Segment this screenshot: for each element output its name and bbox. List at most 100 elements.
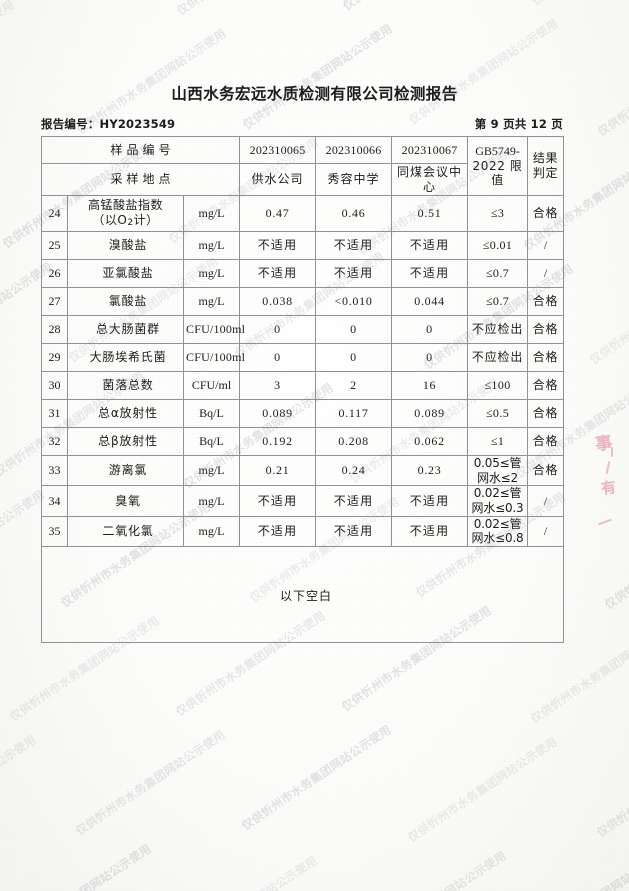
parameter-name: 大肠埃希氏菌	[67, 343, 184, 372]
standard-limit-value: ≤0.5	[467, 399, 529, 428]
sample-value: 不适用	[239, 485, 317, 517]
header-standard-line1: GB5749-	[475, 144, 520, 159]
unit: mg/L	[182, 195, 241, 232]
row-index: 25	[41, 231, 68, 260]
unit: mg/L	[182, 259, 241, 288]
unit: CFU/ml	[182, 371, 241, 400]
table-row: 28 总大肠菌群 CFU/100ml 0 0 0 不应检出 合格	[41, 315, 565, 344]
standard-limit-value: ≤0.01	[467, 231, 529, 260]
table-head: 样品编号 202310065 202310066 202310067 GB574…	[40, 136, 565, 196]
standard-limit-value: 不应检出	[467, 315, 529, 344]
standard-limit-value: ≤3	[467, 195, 529, 232]
verdict-value: /	[527, 259, 565, 288]
sample-value: 不适用	[239, 515, 317, 547]
header-sample-code-2: 202310066	[315, 136, 393, 164]
sample-value: 2	[315, 371, 393, 400]
standard-limit-value: 0.02≤管网水≤0.3	[467, 485, 529, 517]
unit: mg/L	[182, 287, 241, 316]
page-title: 山西水务宏远水质检测有限公司检测报告	[171, 85, 458, 103]
row-index: 28	[41, 315, 68, 344]
sample-value: 0.117	[315, 399, 393, 428]
parameter-name: 高锰酸盐指数 （以O2计）	[67, 195, 184, 232]
sample-value: 不适用	[239, 259, 317, 288]
sample-value: 0	[315, 343, 393, 372]
verdict-value: 合格	[527, 287, 565, 316]
table-row: 24 高锰酸盐指数 （以O2计） mg/L 0.47 0.46 0.51 ≤3 合格	[41, 195, 565, 232]
header-sample-site-3: 同煤会议中心	[391, 163, 469, 196]
table-row: 25 溴酸盐 mg/L 不适用 不适用 不适用 ≤0.01/	[41, 231, 565, 260]
sample-value: 0.24	[315, 454, 393, 487]
water-quality-results-table: 样品编号 202310065 202310066 202310067 GB574…	[40, 136, 565, 643]
sample-value: 3	[239, 371, 317, 400]
verdict-value: /	[527, 515, 565, 547]
table-header-row-sampling-site: 采样地点 供水公司 秀容中学 同煤会议中心	[40, 163, 564, 196]
verdict-value: 合格	[527, 427, 565, 456]
blank-note: 以下空白	[40, 545, 565, 643]
verdict-value: 合格	[527, 315, 565, 344]
unit: Bq/L	[182, 427, 241, 456]
sample-value: 不适用	[315, 515, 393, 547]
unit: mg/L	[182, 231, 241, 260]
standard-limit-value: 0.02≤管网水≤0.8	[467, 515, 529, 547]
table-row: 33 游离氯 mg/L 0.21 0.24 0.23 0.05≤管网水≤2 合格	[41, 454, 565, 487]
verdict-value: 合格	[527, 343, 565, 372]
sample-value: 0.47	[239, 195, 317, 232]
parameter-name: 总β放射性	[67, 427, 184, 456]
header-sampling-site-label: 采样地点	[40, 163, 241, 196]
row-index: 29	[41, 343, 68, 372]
row-index: 33	[41, 454, 68, 487]
parameter-name: 臭氧	[67, 485, 184, 517]
parameter-name: 亚氯酸盐	[67, 259, 184, 288]
verdict-value: 合格	[527, 195, 565, 232]
table-row: 27 氯酸盐 mg/L 0.038 <0.010 0.044 ≤0.7 合格	[41, 287, 565, 316]
sample-value: 16	[391, 371, 469, 400]
header-sample-no-label: 样品编号	[40, 136, 241, 164]
standard-limit-value: ≤0.7	[467, 259, 529, 288]
unit: Bq/L	[182, 399, 241, 428]
verdict-value: /	[527, 485, 565, 517]
header-standard-line2: 2022 限值	[472, 158, 523, 188]
table-header-row-sample-no: 样品编号 202310065 202310066 202310067 GB574…	[40, 136, 565, 196]
unit: mg/L	[182, 454, 241, 487]
standard-limit-value: 0.05≤管网水≤2	[467, 454, 529, 487]
parameter-name: 总大肠菌群	[67, 315, 184, 344]
row-index: 30	[41, 371, 68, 400]
sample-value: 0.23	[391, 454, 469, 487]
sample-value: <0.010	[315, 287, 393, 316]
sample-value: 0.089	[239, 399, 317, 428]
standard-limit-value: ≤100	[467, 371, 529, 400]
sample-value: 0	[391, 343, 469, 372]
parameter-name: 菌落总数	[67, 371, 184, 400]
sample-value: 不适用	[315, 259, 393, 288]
row-index: 32	[41, 427, 68, 456]
standard-limit-value: ≤1	[467, 427, 529, 456]
report-meta-row: 报告编号：HY2023549 第 9 页共 12 页	[41, 116, 563, 132]
row-index: 27	[41, 287, 68, 316]
sample-value: 不适用	[391, 485, 469, 517]
unit: CFU/100ml	[182, 343, 245, 372]
parameter-name-line2: （以O2计）	[92, 212, 159, 228]
row-index: 24	[41, 195, 68, 232]
verdict-value: 合格	[527, 454, 565, 487]
sample-value: 不适用	[315, 231, 393, 260]
blank-note-row: 以下空白	[40, 545, 565, 643]
sample-value: 0.46	[315, 195, 393, 232]
sample-value: 不适用	[315, 485, 393, 517]
table-row: 29 大肠埃希氏菌 CFU/100ml 0 0 0 不应检出 合格	[41, 343, 565, 372]
verdict-value: /	[527, 231, 565, 260]
unit: CFU/100ml	[182, 315, 245, 344]
parameter-name: 二氧化氯	[67, 515, 184, 547]
parameter-name: 游离氯	[67, 454, 184, 487]
sample-value: 不适用	[391, 231, 469, 260]
sample-value: 0	[391, 315, 469, 344]
standard-limit-value: 不应检出	[467, 343, 529, 372]
parameter-name: 氯酸盐	[67, 287, 184, 316]
verdict-value: 合格	[527, 399, 565, 428]
sample-value: 0.062	[391, 427, 469, 456]
header-verdict-line2: 判定	[532, 166, 559, 180]
sample-value: 不适用	[239, 231, 317, 260]
sample-value: 0	[239, 343, 317, 372]
sample-value: 不适用	[391, 259, 469, 288]
sample-value: 0.044	[391, 287, 469, 316]
parameter-name: 总α放射性	[67, 399, 184, 428]
